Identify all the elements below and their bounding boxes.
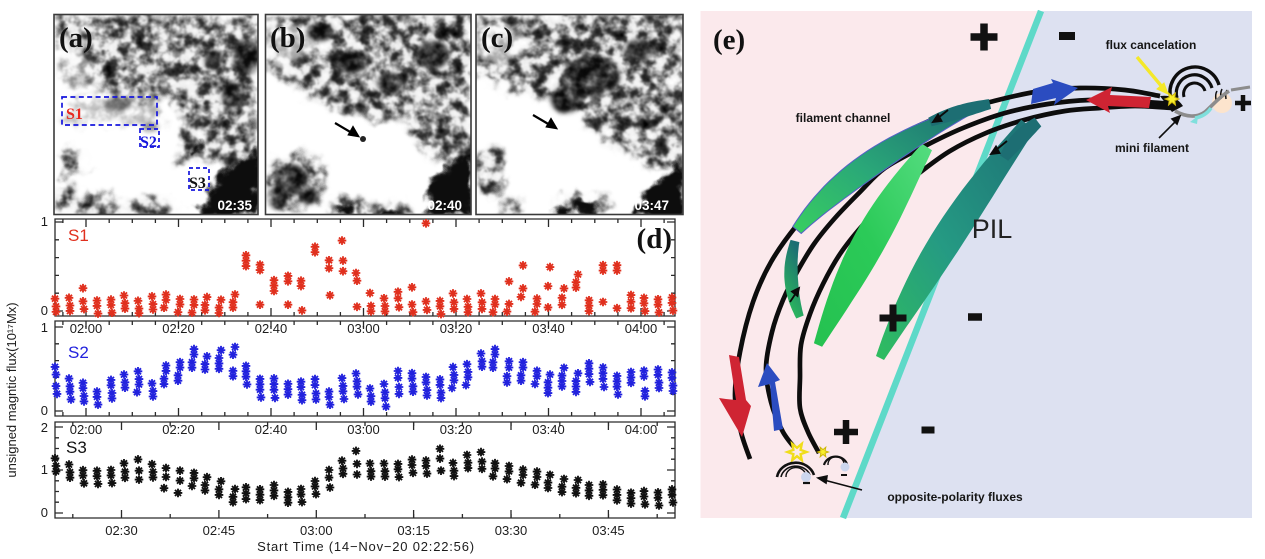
svg-text:03:00: 03:00 xyxy=(347,422,380,437)
svg-text:(d): (d) xyxy=(637,223,672,255)
svg-text:03:30: 03:30 xyxy=(495,523,528,538)
svg-text:02:45: 02:45 xyxy=(203,523,236,538)
svg-text:03:20: 03:20 xyxy=(440,422,473,437)
svg-text:03:00: 03:00 xyxy=(300,523,333,538)
svg-text:Start Time (14−Nov−20 02:22:56: Start Time (14−Nov−20 02:22:56) xyxy=(257,539,475,554)
svg-text:flux cancelation: flux cancelation xyxy=(1106,38,1197,52)
svg-text:opposite-polarity fluxes: opposite-polarity fluxes xyxy=(887,490,1023,504)
svg-text:S3: S3 xyxy=(66,438,87,457)
svg-text:2: 2 xyxy=(41,420,48,435)
svg-text:(c): (c) xyxy=(481,22,513,54)
svg-text:02:40: 02:40 xyxy=(427,198,462,213)
svg-text:1: 1 xyxy=(41,320,48,335)
svg-text:0: 0 xyxy=(41,505,48,520)
svg-text:03:15: 03:15 xyxy=(397,523,430,538)
svg-text:filament channel: filament channel xyxy=(796,111,891,125)
svg-text:PIL: PIL xyxy=(972,214,1013,244)
svg-text:0: 0 xyxy=(41,403,48,418)
svg-text:02:20: 02:20 xyxy=(162,422,195,437)
svg-text:unsigned magntic flux(10¹⁷Mx): unsigned magntic flux(10¹⁷Mx) xyxy=(4,302,19,477)
svg-text:0: 0 xyxy=(41,303,48,318)
svg-text:(a): (a) xyxy=(59,22,93,54)
svg-text:(e): (e) xyxy=(713,24,745,56)
svg-text:1: 1 xyxy=(41,214,48,229)
svg-text:04:00: 04:00 xyxy=(625,422,658,437)
svg-text:(b): (b) xyxy=(270,22,305,54)
svg-text:02:30: 02:30 xyxy=(105,523,138,538)
svg-text:03:45: 03:45 xyxy=(592,523,625,538)
svg-text:1: 1 xyxy=(41,462,48,477)
svg-text:02:20: 02:20 xyxy=(162,321,195,336)
svg-text:mini filament: mini filament xyxy=(1115,141,1189,155)
svg-text:04:00: 04:00 xyxy=(625,321,658,336)
svg-text:02:40: 02:40 xyxy=(255,422,288,437)
svg-text:S2: S2 xyxy=(140,134,157,151)
svg-text:S3: S3 xyxy=(189,175,206,192)
svg-text:03:47: 03:47 xyxy=(634,198,669,213)
svg-text:03:40: 03:40 xyxy=(532,422,565,437)
svg-text:02:00: 02:00 xyxy=(70,422,103,437)
svg-text:02:00: 02:00 xyxy=(70,321,103,336)
svg-text:S2: S2 xyxy=(68,343,89,362)
svg-text:02:35: 02:35 xyxy=(217,198,252,213)
svg-text:S1: S1 xyxy=(66,106,83,123)
svg-text:S1: S1 xyxy=(68,226,89,245)
svg-text:02:40: 02:40 xyxy=(255,321,288,336)
svg-text:03:20: 03:20 xyxy=(440,321,473,336)
svg-text:03:40: 03:40 xyxy=(532,321,565,336)
svg-text:03:00: 03:00 xyxy=(347,321,380,336)
